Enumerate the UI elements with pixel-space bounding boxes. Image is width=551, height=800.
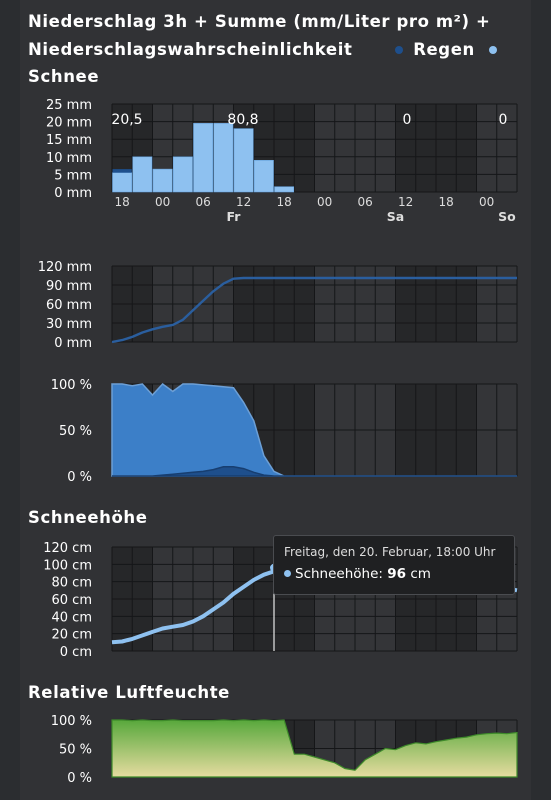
day-total-0: 20,5: [111, 112, 142, 128]
snow-bar-7: [253, 160, 274, 193]
prob-ytick-0: 0 %: [67, 470, 92, 485]
tooltip-dot: [284, 569, 291, 577]
day-total-3: 0: [499, 112, 508, 128]
x-hour-tick-8: 18: [438, 195, 453, 209]
rain-prob-area: [112, 466, 517, 477]
bar-ytick-5: 25 mm: [46, 98, 92, 113]
humidity-area: [111, 719, 518, 778]
snow-depth-title-text: Schneehöhe: [28, 508, 148, 527]
x-hour-tick-5: 00: [317, 195, 332, 209]
bar-ytick-3: 15 mm: [46, 133, 92, 148]
snow-bar-6: [233, 128, 254, 193]
snow-bar-8: [274, 186, 295, 193]
snow-ytick-0: 0 cm: [60, 645, 92, 660]
snow-ytick-2: 40 cm: [52, 610, 93, 625]
day-total-1: 80,8: [227, 112, 258, 128]
x-hour-tick-6: 06: [357, 195, 372, 209]
snow-ytick-6: 120 cm: [43, 541, 92, 556]
tooltip-unit: cm: [410, 566, 431, 582]
sum-ytick-2: 60 mm: [46, 298, 92, 313]
prob-ytick-2: 100 %: [51, 378, 92, 393]
precip-title-line2: Niederschlagswahrscheinlichkeit: [28, 40, 353, 59]
snow-bar-5: [213, 123, 234, 193]
legend-snow: Schnee: [28, 67, 99, 86]
hum-ytick-2: 100 %: [51, 714, 92, 729]
snow-bar-1: [132, 156, 153, 193]
precip-sum-chart[interactable]: 0 mm 30 mm 60 mm 90 mm 120 mm: [38, 260, 518, 351]
snow-ytick-3: 60 cm: [52, 593, 93, 608]
sum-ytick-3: 90 mm: [46, 279, 92, 294]
snow-bar-3: [172, 156, 193, 193]
x-hour-tick-3: 12: [236, 195, 251, 209]
hum-ytick-1: 50 %: [59, 743, 92, 758]
x-hour-tick-2: 06: [195, 195, 210, 209]
snow-ytick-4: 80 cm: [52, 576, 93, 591]
precip-title-2: Niederschlagswahrscheinlichkeit Regen: [28, 40, 501, 59]
snow-ytick-5: 100 cm: [43, 558, 92, 573]
tooltip-series: Schneehöhe:: [295, 566, 383, 582]
humidity-chart[interactable]: 0 % 50 % 100 %: [51, 714, 518, 786]
x-day-label-0: Fr: [227, 209, 242, 224]
bar-ytick-1: 5 mm: [54, 168, 92, 183]
x-hour-tick-4: 18: [276, 195, 291, 209]
legend-snow-dot: [489, 46, 498, 54]
sum-line: [111, 276, 517, 344]
snow-bar-4: [193, 123, 214, 193]
x-hour-tick-1: 00: [155, 195, 170, 209]
snow-ytick-1: 20 cm: [52, 628, 93, 643]
legend-rain-dot: [394, 46, 403, 54]
prob-ytick-1: 50 %: [59, 424, 92, 439]
tooltip-value: 96: [387, 566, 407, 582]
humidity-title-text: Relative Luftfeuchte: [28, 683, 230, 702]
x-hour-tick-7: 12: [398, 195, 413, 209]
x-hour-tick-0: 18: [114, 195, 129, 209]
legend-snow-label[interactable]: Schnee: [28, 67, 100, 86]
x-day-label-2: So: [498, 209, 516, 224]
bar-ytick-0: 0 mm: [54, 186, 92, 201]
sum-ytick-0: 0 mm: [54, 336, 92, 351]
snow-bar-0: [112, 172, 133, 193]
x-day-label-1: Sa: [387, 209, 404, 224]
day-total-2: 0: [403, 112, 412, 128]
sum-ytick-1: 30 mm: [46, 317, 92, 332]
precip-title-line1: Niederschlag 3h + Summe (mm/Liter pro m²…: [28, 12, 491, 31]
bar-ytick-2: 10 mm: [46, 151, 92, 166]
bar-ytick-4: 20 mm: [46, 116, 92, 131]
precip-title: Niederschlag 3h + Summe (mm/Liter pro m²…: [28, 12, 490, 31]
snow-depth-title: Schneehöhe: [28, 508, 148, 527]
rain-bar-0: [112, 169, 132, 173]
sum-ytick-4: 120 mm: [38, 260, 92, 275]
humidity-title: Relative Luftfeuchte: [28, 683, 230, 702]
tooltip-header: Freitag, den 20. Februar, 18:00 Uhr: [284, 545, 496, 559]
chart-tooltip: Freitag, den 20. Februar, 18:00 Uhr Schn…: [273, 535, 515, 595]
hum-ytick-0: 0 %: [67, 771, 92, 786]
tooltip-body: Schneehöhe: 96 cm: [284, 566, 431, 582]
snow-bar-2: [152, 168, 173, 193]
legend-rain-label[interactable]: Regen: [413, 40, 475, 59]
precip-probability-chart[interactable]: 0 % 50 % 100 %: [51, 378, 518, 485]
x-hour-tick-9: 00: [479, 195, 494, 209]
